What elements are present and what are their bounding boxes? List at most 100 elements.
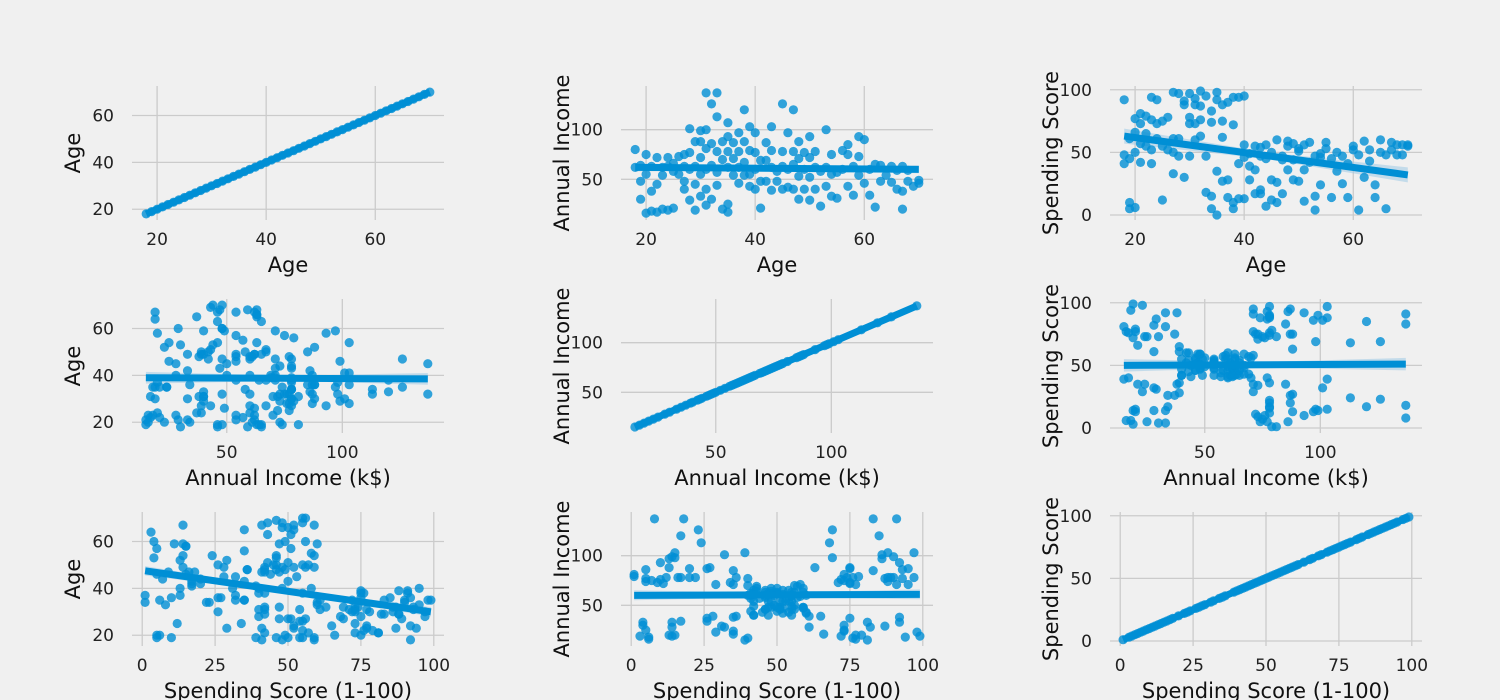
data-point [199,326,209,336]
data-point [423,389,433,399]
data-point [731,611,741,621]
data-point [182,349,193,359]
data-point [1359,136,1369,146]
data-point [261,401,271,411]
data-point [150,394,160,404]
x-tick-label: 100 [326,443,358,463]
x-tick-label: 0 [1115,656,1126,676]
data-point [1248,387,1258,397]
data-point [775,596,785,606]
data-point [821,125,831,135]
data-point [668,203,679,213]
data-point [723,207,733,217]
data-point [886,177,897,187]
data-point [1206,191,1217,201]
data-point [182,394,193,404]
data-point [712,146,722,157]
data-point [1375,337,1385,347]
data-point [810,184,820,194]
data-point [644,632,654,642]
x-tick-label: 50 [216,443,238,463]
data-point [175,590,185,601]
data-point [843,149,853,160]
data-point [300,614,311,624]
data-point [1128,419,1138,429]
data-point [175,555,185,565]
data-point [777,146,788,157]
data-point [172,618,182,629]
y-tick-label: 60 [92,107,114,127]
data-point [206,401,216,411]
data-point [1153,418,1164,428]
data-point [706,194,717,204]
data-point [405,621,416,631]
data-point [271,551,281,561]
data-point [231,330,241,341]
data-point [883,548,893,558]
data-point [277,562,287,572]
data-point [696,191,706,201]
data-point [309,520,319,530]
y-tick-label: 40 [92,153,114,173]
data-point [204,597,214,608]
data-point [344,380,354,390]
y-tick-label: 100 [1060,81,1092,101]
data-point [1261,140,1271,150]
data-point [854,151,864,162]
data-point [1248,350,1258,360]
y-tick-label: 20 [92,626,114,646]
data-point [657,170,668,180]
x-axis-label: Age [757,253,798,277]
data-point [300,536,311,547]
data-point [1370,180,1380,190]
data-point [391,623,401,633]
data-point [723,132,733,142]
data-point [1326,192,1337,203]
data-point [684,572,695,583]
data-point [655,558,666,568]
subplot-grid: 20 40 60 20 40 60 Age Age 20 40 60 50 100 Age Annual I… [61,71,1428,700]
data-point [745,122,755,132]
data-point [1130,407,1140,417]
data-point [679,176,689,186]
data-point [245,389,255,399]
data-point [256,420,266,430]
subplot-3-3: 0 25 50 75 100 0 50 100 Spending Score (1-100) Sp… [1039,497,1428,700]
data-point [839,620,849,630]
data-point [1313,405,1323,416]
data-point [712,112,722,122]
data-point [874,531,884,541]
data-point [199,391,209,402]
data-point [1197,370,1207,380]
data-point [1200,353,1210,363]
data-point [149,536,159,547]
y-tick-label: 100 [1060,507,1092,527]
data-point [192,312,202,322]
data-point [1160,308,1171,318]
data-point [719,550,730,560]
data-point [1255,313,1265,323]
data-point [892,514,902,524]
data-point [629,569,639,580]
data-point [1322,404,1332,414]
data-point [1281,319,1291,329]
data-point [152,328,162,338]
data-point [805,172,815,182]
data-point [171,359,181,369]
y-tick-label: 50 [1070,569,1092,589]
data-point [423,595,433,605]
data-point [303,347,313,357]
data-point [350,618,360,629]
data-point [335,356,345,366]
data-point [289,333,299,343]
data-point [795,579,805,590]
regression-line [144,567,432,616]
data-point [1401,413,1411,423]
data-point [1184,348,1194,358]
data-point [261,347,271,357]
data-point [1142,417,1152,427]
data-point [140,597,150,608]
data-point [1345,393,1355,403]
data-point [1125,154,1135,164]
data-point [1305,137,1315,147]
